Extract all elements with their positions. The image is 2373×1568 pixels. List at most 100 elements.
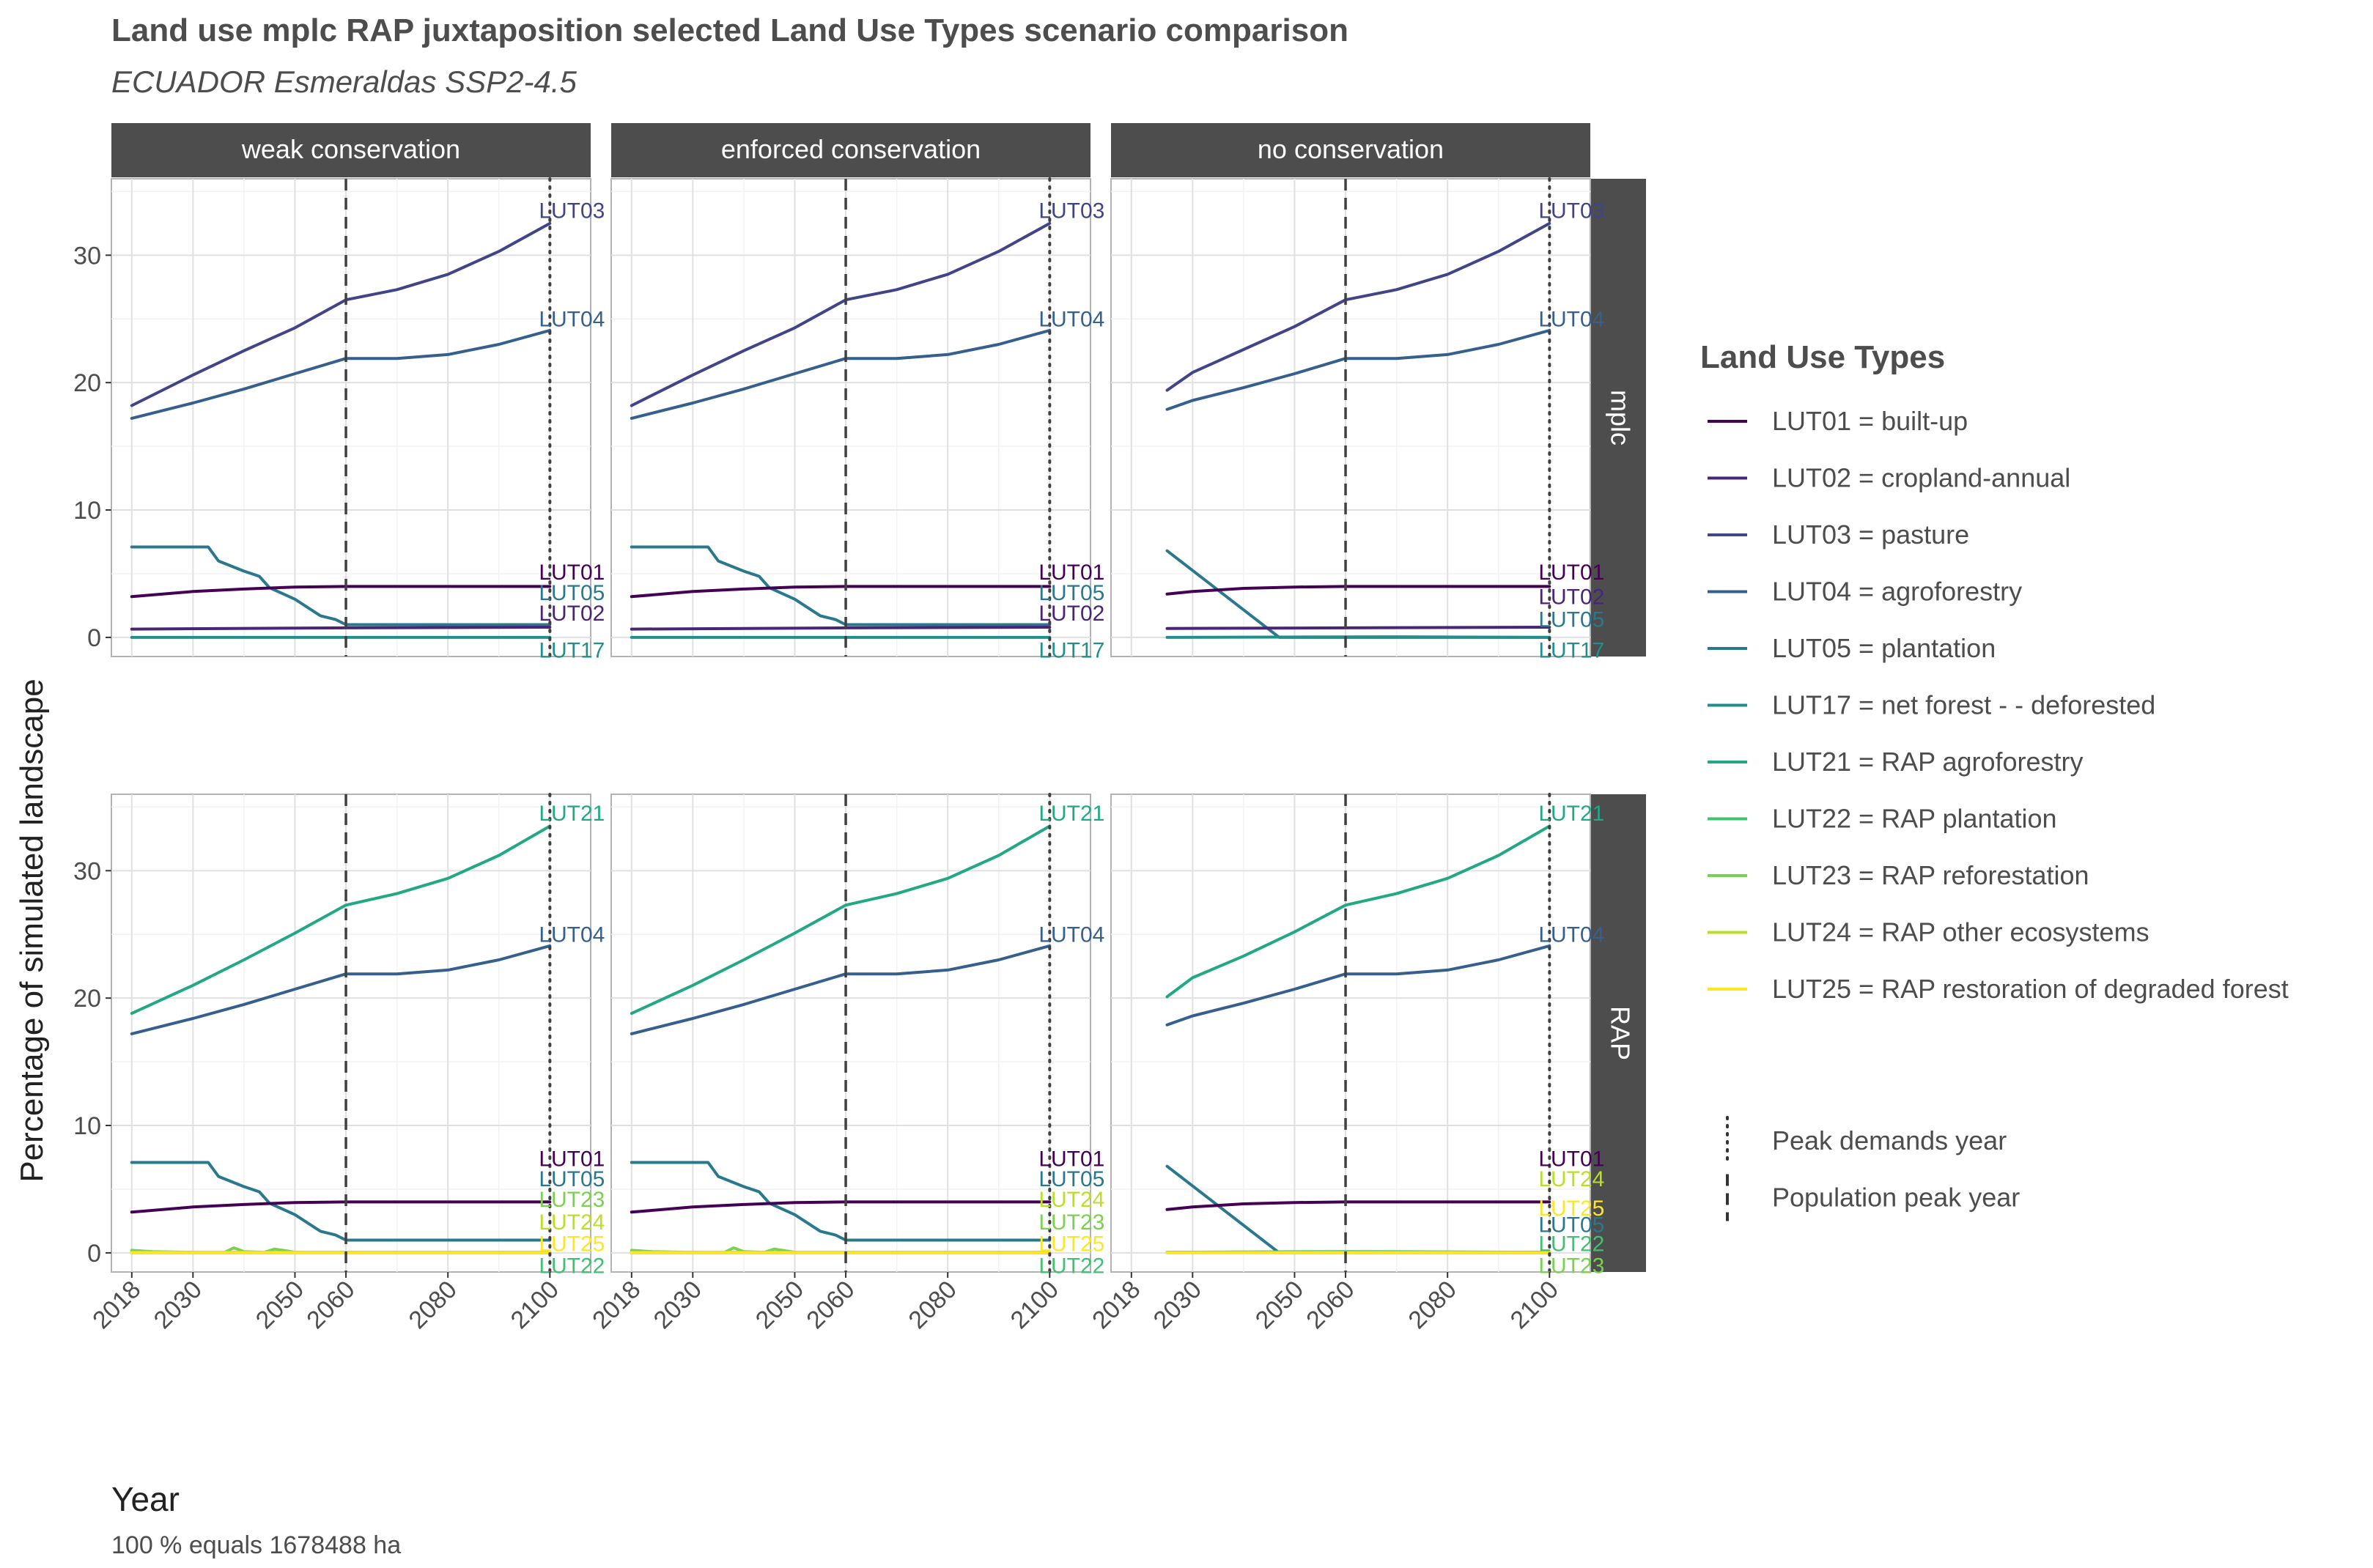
y-tick-label: 20 xyxy=(73,369,101,397)
series-line-lut01 xyxy=(630,585,1052,599)
series-label: LUT01 xyxy=(1038,1147,1104,1171)
legend-label: LUT04 = agroforestry xyxy=(1772,577,2022,607)
series-label: LUT05 xyxy=(1538,1213,1604,1238)
y-tick-label: 30 xyxy=(73,242,101,270)
legend-label: LUT25 = RAP restoration of degraded fore… xyxy=(1772,974,2289,1004)
series-label: LUT21 xyxy=(1538,802,1604,826)
legend-label: LUT22 = RAP plantation xyxy=(1772,804,2057,834)
chart-panels: weak conservation enforced conservation no… xyxy=(73,123,1646,1334)
series-line-lut01 xyxy=(1165,1200,1551,1211)
series-line-lut02 xyxy=(1165,626,1551,630)
series-label: LUT17 xyxy=(1038,638,1104,662)
legend-label: LUT23 = RAP reforestation xyxy=(1772,860,2089,890)
series-label: LUT05 xyxy=(1038,1167,1104,1191)
x-tick-label: 2030 xyxy=(1148,1276,1207,1334)
facet-strip-label: mplc xyxy=(1605,390,1635,445)
chart-title: Land use mplc RAP juxtaposition selected… xyxy=(111,12,1348,48)
series-line-lut01 xyxy=(130,585,552,599)
legend-label: LUT17 = net forest - - deforested xyxy=(1772,690,2155,720)
series-line-lut21 xyxy=(630,824,1052,1016)
x-tick-label: 2030 xyxy=(649,1276,707,1334)
series-label: LUT04 xyxy=(1538,922,1604,947)
panel-border xyxy=(1110,794,1591,1273)
panel-border xyxy=(610,794,1091,1273)
facet-strip-label: no conservation xyxy=(1258,134,1444,164)
legend-label: Population peak year xyxy=(1772,1183,2020,1213)
y-axis-label: Percentage of simulated landscape xyxy=(14,678,50,1182)
series-line-lut02 xyxy=(630,626,1052,631)
x-tick-label: 2060 xyxy=(801,1276,860,1334)
series-label: LUT01 xyxy=(1538,561,1604,585)
series-label: LUT05 xyxy=(539,1167,605,1191)
x-tick-label: 2018 xyxy=(1087,1276,1145,1334)
panel-border xyxy=(111,794,591,1273)
series-line-lut02 xyxy=(130,626,552,631)
series-label: LUT03 xyxy=(1038,199,1104,223)
chart-subtitle: ECUADOR Esmeraldas SSP2-4.5 xyxy=(111,64,577,99)
facet-strip-column xyxy=(1111,123,1590,177)
series-label: LUT22 xyxy=(539,1254,605,1278)
series-line-lut01 xyxy=(130,1200,552,1214)
series-label: LUT23 xyxy=(1038,1210,1104,1235)
series-label: LUT02 xyxy=(1038,602,1104,626)
series-label: LUT17 xyxy=(1538,638,1604,662)
legend-label: LUT05 = plantation xyxy=(1772,633,1996,663)
legend-label: LUT02 = cropland-annual xyxy=(1772,463,2070,493)
legend-label: Peak demands year xyxy=(1772,1125,2007,1155)
series-label: LUT21 xyxy=(539,802,605,826)
series-label: LUT02 xyxy=(539,602,605,626)
series-label: LUT25 xyxy=(539,1232,605,1257)
series-label: LUT24 xyxy=(539,1210,605,1235)
series-label: LUT24 xyxy=(1538,1167,1604,1191)
series-label: LUT22 xyxy=(1538,1232,1604,1257)
series-label: LUT01 xyxy=(539,1147,605,1171)
x-tick-label: 2080 xyxy=(903,1276,962,1334)
y-tick-label: 10 xyxy=(73,497,101,525)
series-label: LUT23 xyxy=(539,1188,605,1212)
x-tick-label: 2060 xyxy=(1301,1276,1359,1334)
series-line-lut01 xyxy=(630,1200,1052,1214)
series-label: LUT04 xyxy=(1538,307,1604,331)
series-label: LUT24 xyxy=(1038,1188,1104,1212)
series-label: LUT05 xyxy=(1038,581,1104,605)
x-tick-label: 2080 xyxy=(1403,1276,1461,1334)
series-line-lut01 xyxy=(1165,585,1551,596)
series-label: LUT22 xyxy=(1038,1254,1104,1278)
series-label: LUT01 xyxy=(1538,1147,1604,1171)
facet-strip-column xyxy=(111,123,591,177)
chart-caption: 100 % equals 1678488 ha xyxy=(111,1531,401,1559)
x-tick-label: 2018 xyxy=(587,1276,646,1334)
series-label: LUT04 xyxy=(1038,922,1104,947)
x-tick-label: 2080 xyxy=(403,1276,462,1334)
series-label: LUT23 xyxy=(1538,1254,1604,1278)
panel-border xyxy=(111,178,591,657)
series-label: LUT03 xyxy=(539,199,605,223)
series-label: LUT01 xyxy=(539,561,605,585)
series-label: LUT05 xyxy=(539,581,605,605)
series-label: LUT17 xyxy=(539,638,605,662)
x-tick-label: 2018 xyxy=(87,1276,146,1334)
x-tick-label: 2060 xyxy=(301,1276,360,1334)
series-label: LUT04 xyxy=(539,307,605,331)
series-label: LUT25 xyxy=(1538,1197,1604,1221)
legend-label: LUT01 = built-up xyxy=(1772,406,1968,436)
series-label: LUT03 xyxy=(1538,199,1604,223)
panel-border xyxy=(1110,178,1591,657)
x-tick-label: 2050 xyxy=(251,1276,309,1334)
series-label: LUT01 xyxy=(1038,561,1104,585)
y-tick-label: 30 xyxy=(73,857,101,885)
x-axis-label: Year xyxy=(111,1480,180,1518)
series-label: LUT25 xyxy=(1038,1232,1104,1257)
x-tick-label: 2100 xyxy=(1505,1276,1564,1334)
facet-panel: LUT21 LUT04 LUT01LUT05LUT24LUT23LUT25LUT22… xyxy=(587,793,1104,1334)
legend: LUT01 = built-up LUT02 = cropland-annual L… xyxy=(1708,406,2289,1221)
series-line-lut21 xyxy=(130,824,552,1016)
series-label: LUT04 xyxy=(539,922,605,947)
legend-title: Land Use Types xyxy=(1700,339,1945,375)
facet-strip-row xyxy=(1590,179,1646,657)
